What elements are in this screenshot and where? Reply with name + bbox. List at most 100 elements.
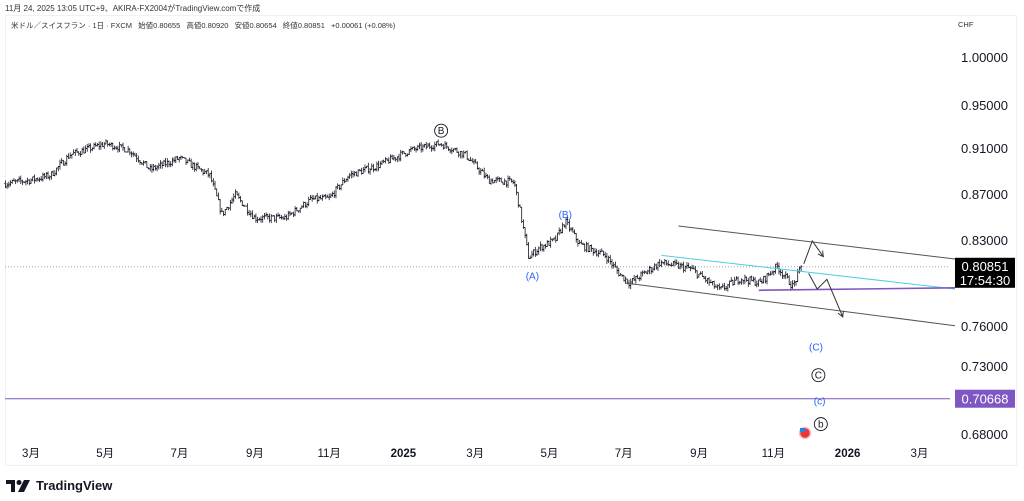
candle bbox=[109, 142, 113, 148]
candle bbox=[489, 178, 493, 185]
candle bbox=[377, 160, 380, 172]
candle bbox=[627, 279, 631, 289]
purple-support[interactable] bbox=[758, 287, 956, 292]
candle bbox=[479, 168, 483, 175]
candle bbox=[578, 240, 581, 244]
candle bbox=[665, 260, 668, 266]
candle bbox=[254, 213, 258, 223]
candle bbox=[362, 167, 365, 174]
candle bbox=[680, 262, 684, 269]
candle bbox=[784, 271, 787, 280]
candle bbox=[251, 210, 254, 220]
wave-label[interactable]: (c) bbox=[814, 397, 826, 408]
candle bbox=[287, 210, 290, 220]
candle bbox=[748, 276, 752, 285]
candle bbox=[500, 177, 503, 183]
candle bbox=[70, 153, 74, 159]
time-tick-label: 2025 bbox=[391, 448, 417, 460]
candle bbox=[515, 183, 518, 196]
price-tick-label: 0.83000 bbox=[961, 233, 1008, 248]
candle bbox=[26, 177, 29, 185]
time-tick-label: 2026 bbox=[835, 448, 861, 460]
wave-label[interactable]: (B) bbox=[559, 210, 572, 221]
candle bbox=[655, 263, 658, 270]
price-tick-label: 0.87000 bbox=[961, 187, 1008, 202]
candle bbox=[730, 277, 733, 282]
candle bbox=[525, 233, 529, 246]
candle bbox=[433, 141, 437, 152]
candle bbox=[498, 177, 501, 182]
us-flag-event-icon[interactable] bbox=[798, 426, 812, 440]
symbol-name[interactable]: 米ドル／スイスフラン · 1日 · FXCM bbox=[11, 21, 133, 30]
candle bbox=[149, 164, 152, 172]
candle bbox=[428, 142, 431, 150]
wave-label[interactable]: b bbox=[813, 417, 828, 432]
candle bbox=[510, 178, 513, 183]
wave-label[interactable]: B bbox=[434, 123, 449, 138]
candle bbox=[762, 275, 765, 284]
candle bbox=[660, 260, 663, 268]
candle bbox=[152, 163, 155, 172]
candle bbox=[670, 262, 673, 267]
candle bbox=[142, 160, 145, 166]
candle bbox=[155, 165, 159, 172]
candle bbox=[150, 163, 154, 173]
wave-text: (B) bbox=[559, 210, 572, 221]
candle bbox=[561, 222, 564, 234]
candle bbox=[743, 274, 747, 285]
candle bbox=[123, 147, 126, 153]
channel-upper[interactable] bbox=[678, 225, 956, 260]
candle bbox=[782, 274, 786, 279]
candle bbox=[234, 189, 237, 199]
candle bbox=[368, 167, 372, 175]
wave-label[interactable]: (A) bbox=[526, 271, 539, 282]
change-value: +0.00061 (+0.08%) bbox=[331, 21, 396, 30]
candle bbox=[121, 142, 125, 151]
time-tick-label: 7月 bbox=[171, 448, 189, 460]
candle bbox=[118, 141, 121, 153]
candle bbox=[370, 163, 373, 171]
candle bbox=[738, 280, 741, 285]
candle bbox=[212, 178, 215, 187]
candle bbox=[261, 215, 264, 223]
candle bbox=[217, 192, 220, 201]
candle bbox=[213, 180, 217, 190]
candle bbox=[603, 251, 607, 259]
candle bbox=[508, 176, 511, 181]
candle bbox=[106, 140, 109, 147]
candle bbox=[733, 276, 736, 286]
cyan-line[interactable] bbox=[661, 254, 956, 290]
candle bbox=[612, 262, 615, 269]
candle bbox=[348, 173, 351, 179]
currency-label[interactable]: CHF bbox=[958, 20, 974, 29]
candle bbox=[62, 159, 65, 166]
candle bbox=[241, 200, 244, 207]
alert-price-bg bbox=[955, 389, 1015, 408]
candle bbox=[285, 214, 288, 221]
candle bbox=[602, 250, 605, 257]
candle bbox=[396, 156, 399, 163]
candle bbox=[14, 179, 17, 185]
wave-label[interactable]: C bbox=[811, 368, 826, 383]
candle bbox=[316, 192, 319, 204]
candle bbox=[701, 271, 704, 277]
candle bbox=[585, 241, 588, 253]
candle bbox=[145, 161, 149, 169]
down-scenario[interactable] bbox=[808, 273, 844, 318]
candle bbox=[580, 239, 583, 245]
wave-text: b bbox=[818, 420, 824, 431]
candle bbox=[307, 196, 310, 207]
candle bbox=[288, 210, 292, 217]
chart-caption: 11月 24, 2025 13:05 UTC+9、AKIRA-FX2004がTr… bbox=[5, 4, 261, 13]
candle bbox=[172, 157, 176, 163]
candle bbox=[293, 206, 297, 217]
candle bbox=[273, 215, 276, 223]
candle bbox=[667, 260, 670, 267]
alert-price-label[interactable]: 0.70668 bbox=[955, 389, 1015, 408]
last-price-value: 0.80851 bbox=[962, 259, 1009, 274]
wave-label[interactable]: (C) bbox=[809, 343, 823, 354]
channel-lower[interactable] bbox=[624, 282, 956, 327]
up-scenario[interactable] bbox=[803, 239, 824, 264]
candle bbox=[372, 164, 375, 173]
